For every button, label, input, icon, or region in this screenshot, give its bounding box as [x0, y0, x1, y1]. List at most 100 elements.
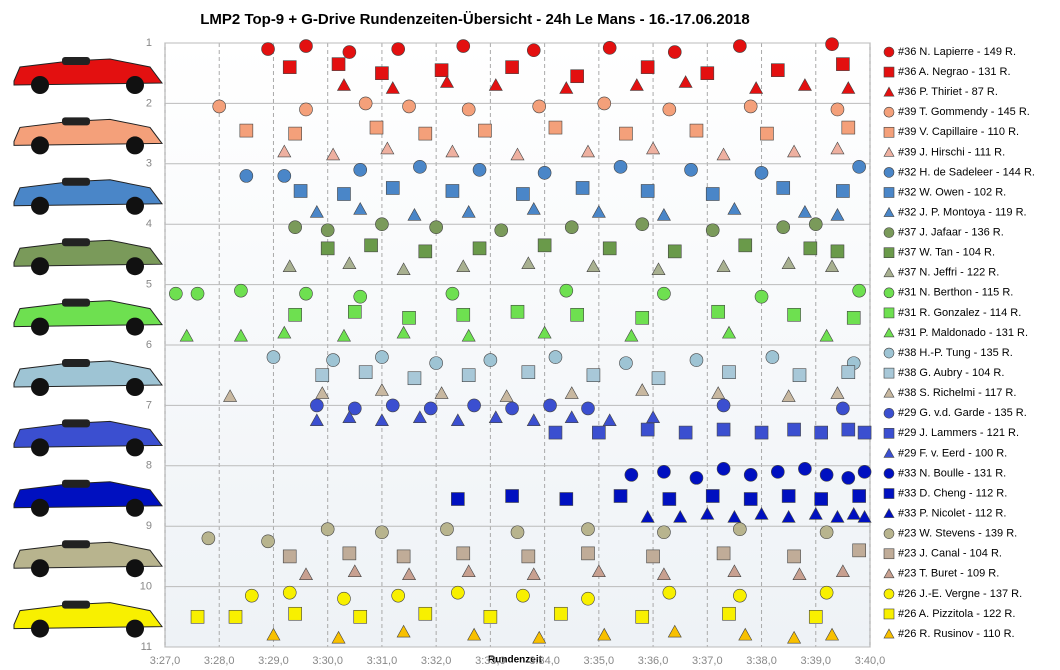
point: [548, 425, 563, 440]
point: [347, 564, 362, 578]
point: [396, 325, 411, 339]
x-tick-label: 3:29,0: [258, 655, 289, 667]
point: [835, 564, 850, 578]
legend-label: #32 H. de Sadeleer - 144 R.: [898, 166, 1035, 178]
point: [179, 328, 194, 342]
point: [640, 422, 655, 437]
legend-marker: [883, 568, 895, 579]
car-cockpit: [62, 238, 90, 247]
legend-marker: [883, 628, 895, 639]
point: [499, 389, 514, 402]
x-tick-label: 3:32,0: [421, 655, 452, 667]
point: [277, 169, 292, 183]
point: [689, 123, 704, 138]
point: [781, 256, 796, 269]
point: [467, 627, 482, 641]
point: [337, 591, 351, 606]
point: [564, 220, 579, 235]
point: [754, 289, 769, 304]
point: [738, 627, 753, 641]
point: [548, 350, 563, 364]
legend-marker: [883, 46, 895, 58]
point: [461, 328, 476, 342]
legend-label: #23 W. Stevens - 139 R.: [898, 528, 1017, 540]
point: [342, 256, 357, 269]
car-wheel: [126, 76, 144, 94]
point: [407, 371, 422, 386]
point: [488, 78, 503, 91]
legend-label: #39 V. Capillaire - 110 R.: [898, 126, 1019, 138]
x-tick-label: 3:35,0: [584, 655, 615, 667]
point: [353, 609, 368, 624]
point: [564, 386, 579, 399]
point: [315, 368, 330, 383]
legend-marker: [883, 468, 895, 479]
legend-marker: [883, 206, 895, 217]
car-wheel: [126, 257, 144, 276]
point: [836, 184, 850, 198]
point: [640, 510, 655, 523]
point: [586, 368, 601, 383]
point: [364, 238, 378, 253]
point: [244, 588, 259, 603]
point: [266, 350, 281, 364]
point: [461, 368, 476, 383]
point: [852, 543, 866, 558]
point: [543, 398, 557, 413]
legend-label: #26 R. Rusinov - 110 R.: [898, 628, 1015, 640]
point: [716, 422, 731, 437]
point: [299, 286, 313, 301]
point: [277, 325, 292, 339]
point: [326, 147, 341, 161]
point: [624, 468, 639, 482]
point: [282, 585, 297, 600]
point: [423, 401, 438, 416]
point: [277, 144, 292, 158]
point: [781, 510, 796, 523]
legend-label: #36 P. Thiriet - 87 R.: [898, 86, 998, 98]
point: [754, 507, 769, 520]
car-wheel: [31, 317, 49, 336]
x-tick-label: 3:37,0: [692, 655, 723, 667]
point: [841, 120, 856, 135]
point: [846, 311, 861, 325]
point: [586, 259, 601, 272]
y-tick-label: 11: [141, 641, 152, 653]
point: [667, 624, 682, 638]
point: [516, 588, 530, 603]
legend-marker: [883, 66, 895, 78]
legend-label: #37 N. Jeffri - 122 R.: [898, 267, 999, 279]
legend-label: #29 G. v.d. Garde - 135 R.: [898, 407, 1027, 419]
point: [537, 166, 552, 180]
x-tick-label: 3:27,0: [150, 655, 181, 667]
legend-label: #36 A. Negrao - 131 R.: [898, 66, 1011, 78]
point: [434, 63, 449, 77]
point: [201, 531, 216, 546]
point: [814, 492, 828, 506]
point: [705, 489, 720, 503]
point: [743, 468, 758, 482]
point: [564, 410, 579, 423]
legend-marker: [883, 307, 895, 319]
point: [169, 286, 183, 301]
point: [705, 223, 720, 238]
point: [733, 588, 747, 603]
point: [239, 169, 254, 183]
point: [320, 223, 335, 238]
point: [310, 398, 324, 413]
x-tick-label: 3:31,0: [367, 655, 398, 667]
point: [570, 307, 584, 322]
point: [521, 256, 536, 269]
point: [716, 398, 731, 413]
legend-label: #23 J. Canal - 104 R.: [898, 548, 1002, 560]
point: [451, 492, 465, 506]
point: [781, 489, 796, 503]
point: [385, 81, 400, 94]
point: [797, 78, 812, 91]
point: [413, 160, 427, 174]
legend-label: #31 N. Berthon - 115 R.: [898, 287, 1013, 299]
legend-marker: [883, 428, 895, 439]
point: [336, 328, 351, 342]
point: [727, 510, 742, 523]
point: [787, 307, 801, 322]
